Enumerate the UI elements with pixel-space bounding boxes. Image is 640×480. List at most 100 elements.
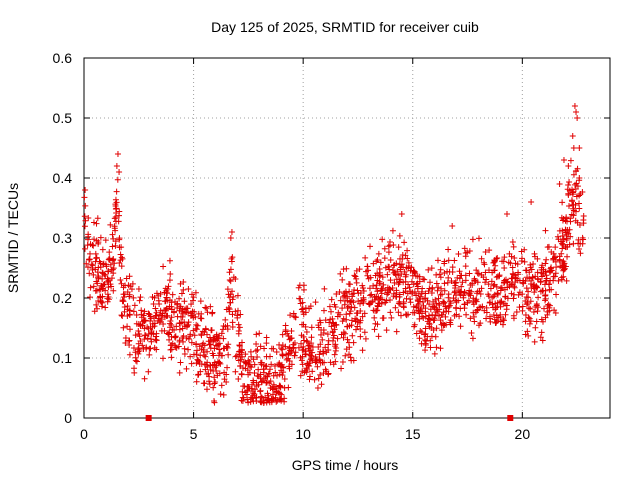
data-point bbox=[516, 304, 523, 311]
data-point bbox=[97, 294, 104, 301]
data-point bbox=[368, 291, 375, 298]
data-point bbox=[251, 361, 258, 368]
data-point bbox=[292, 314, 299, 321]
data-point bbox=[404, 255, 411, 262]
data-point bbox=[185, 336, 192, 343]
data-point bbox=[462, 272, 469, 279]
data-point bbox=[502, 293, 509, 300]
data-point bbox=[432, 333, 439, 340]
data-point bbox=[512, 260, 519, 267]
data-point bbox=[309, 344, 316, 351]
data-point bbox=[168, 299, 175, 306]
data-point bbox=[308, 334, 315, 341]
data-point bbox=[181, 350, 188, 357]
data-point bbox=[268, 345, 275, 352]
data-point bbox=[114, 176, 121, 183]
data-point bbox=[533, 318, 540, 325]
data-point bbox=[339, 305, 346, 312]
data-point bbox=[253, 394, 260, 401]
data-point bbox=[279, 331, 286, 338]
data-point bbox=[570, 171, 577, 178]
data-point bbox=[367, 243, 374, 250]
data-point bbox=[401, 268, 408, 275]
data-point bbox=[192, 289, 199, 296]
data-point bbox=[530, 309, 537, 316]
data-point bbox=[135, 327, 142, 334]
data-point bbox=[176, 337, 183, 344]
data-point bbox=[190, 327, 197, 334]
data-point bbox=[563, 236, 570, 243]
data-point bbox=[373, 307, 380, 314]
data-point bbox=[288, 361, 295, 368]
data-point bbox=[343, 311, 350, 318]
x-tick-label: 15 bbox=[405, 426, 421, 442]
data-point bbox=[110, 287, 117, 294]
data-point bbox=[485, 281, 492, 288]
data-point bbox=[327, 359, 334, 366]
data-point bbox=[548, 286, 555, 293]
data-point bbox=[176, 295, 183, 302]
data-point bbox=[177, 280, 184, 287]
data-point bbox=[563, 229, 570, 236]
data-point bbox=[438, 291, 445, 298]
data-point bbox=[425, 266, 432, 273]
data-point bbox=[450, 295, 457, 302]
data-point bbox=[181, 319, 188, 326]
data-point bbox=[224, 322, 231, 329]
data-point bbox=[463, 311, 470, 318]
data-point bbox=[560, 273, 567, 280]
data-point bbox=[503, 302, 510, 309]
data-point bbox=[518, 258, 525, 265]
data-point bbox=[525, 305, 532, 312]
data-point bbox=[552, 270, 559, 277]
data-point bbox=[168, 322, 175, 329]
data-point bbox=[570, 207, 577, 214]
data-point bbox=[340, 334, 347, 341]
data-point bbox=[130, 294, 137, 301]
data-point bbox=[81, 245, 88, 252]
data-point bbox=[369, 298, 376, 305]
data-point bbox=[455, 250, 462, 257]
data-point bbox=[567, 233, 574, 240]
data-point bbox=[309, 349, 316, 356]
data-point bbox=[402, 252, 409, 259]
data-point bbox=[448, 277, 455, 284]
data-point bbox=[255, 366, 262, 373]
data-point bbox=[131, 302, 138, 309]
data-point bbox=[168, 354, 175, 361]
data-point bbox=[490, 304, 497, 311]
data-point bbox=[81, 194, 88, 201]
data-point bbox=[579, 234, 586, 241]
data-point bbox=[489, 294, 496, 301]
data-point bbox=[86, 256, 93, 263]
data-point bbox=[411, 268, 418, 275]
data-point bbox=[421, 337, 428, 344]
data-point bbox=[168, 333, 175, 340]
data-point bbox=[303, 328, 310, 335]
data-point bbox=[120, 324, 127, 331]
data-point bbox=[353, 267, 360, 274]
data-point bbox=[95, 240, 102, 247]
data-point bbox=[513, 309, 520, 316]
data-point bbox=[428, 265, 435, 272]
data-point bbox=[133, 311, 140, 318]
data-point bbox=[112, 227, 119, 234]
data-point bbox=[145, 310, 152, 317]
data-point bbox=[474, 270, 481, 277]
data-point bbox=[337, 270, 344, 277]
data-point bbox=[263, 340, 270, 347]
data-point bbox=[166, 329, 173, 336]
data-point bbox=[150, 300, 157, 307]
data-point bbox=[116, 244, 123, 251]
data-point bbox=[244, 396, 251, 403]
data-point bbox=[416, 295, 423, 302]
data-point bbox=[474, 307, 481, 314]
data-point bbox=[466, 287, 473, 294]
data-point bbox=[197, 298, 204, 305]
data-point bbox=[326, 303, 333, 310]
data-point bbox=[281, 376, 288, 383]
data-point bbox=[553, 264, 560, 271]
data-point bbox=[223, 371, 230, 378]
data-point bbox=[235, 348, 242, 355]
data-point bbox=[506, 250, 513, 257]
